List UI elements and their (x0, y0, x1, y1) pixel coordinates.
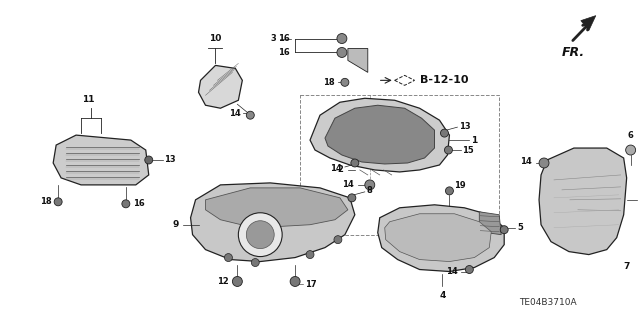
Text: 18: 18 (40, 197, 51, 206)
Text: 9: 9 (172, 220, 179, 229)
Text: TE04B3710A: TE04B3710A (519, 298, 577, 307)
Bar (300, 95, 499, 235)
Circle shape (444, 146, 452, 154)
Text: 5: 5 (517, 223, 523, 232)
Circle shape (337, 33, 347, 43)
Circle shape (290, 277, 300, 286)
Circle shape (334, 236, 342, 244)
Text: 14: 14 (228, 109, 241, 118)
Circle shape (145, 156, 153, 164)
Circle shape (440, 129, 449, 137)
Polygon shape (325, 105, 435, 164)
Text: 19: 19 (454, 182, 466, 190)
Text: FR.: FR. (562, 47, 585, 60)
Circle shape (445, 187, 453, 195)
Circle shape (246, 111, 254, 119)
Circle shape (232, 277, 243, 286)
Text: 16: 16 (278, 34, 290, 43)
Circle shape (306, 251, 314, 259)
Polygon shape (385, 214, 492, 262)
Text: 10: 10 (209, 33, 221, 42)
Text: 14: 14 (330, 165, 342, 174)
Polygon shape (581, 16, 596, 31)
Text: 18: 18 (323, 78, 335, 87)
Text: 4: 4 (439, 292, 445, 300)
Circle shape (465, 265, 474, 273)
Circle shape (500, 226, 508, 234)
Circle shape (365, 180, 375, 190)
Text: 2: 2 (337, 166, 343, 174)
Circle shape (348, 194, 356, 202)
Text: B-12-10: B-12-10 (420, 75, 468, 85)
Polygon shape (479, 212, 501, 235)
Text: 13: 13 (164, 155, 175, 165)
Polygon shape (191, 183, 355, 262)
Circle shape (246, 221, 274, 249)
Text: 6: 6 (628, 131, 634, 140)
Text: 3: 3 (271, 34, 276, 43)
Text: 13: 13 (460, 122, 471, 131)
Circle shape (225, 254, 232, 262)
Circle shape (539, 158, 549, 168)
Circle shape (351, 159, 359, 167)
Polygon shape (205, 188, 348, 227)
Circle shape (252, 259, 259, 267)
Text: 15: 15 (462, 145, 474, 154)
Circle shape (238, 213, 282, 256)
Text: 11: 11 (82, 95, 94, 104)
Polygon shape (198, 65, 243, 108)
Text: 7: 7 (623, 262, 630, 271)
Polygon shape (53, 135, 148, 185)
Text: 1: 1 (471, 136, 477, 145)
Text: 16: 16 (133, 199, 145, 208)
Circle shape (122, 200, 130, 208)
Polygon shape (378, 205, 504, 271)
Text: 14: 14 (342, 180, 354, 189)
Circle shape (626, 145, 636, 155)
Circle shape (54, 198, 62, 206)
Polygon shape (310, 98, 449, 172)
Polygon shape (539, 148, 627, 255)
Text: 14: 14 (445, 267, 458, 276)
Text: 12: 12 (217, 277, 228, 286)
Text: 8: 8 (367, 186, 372, 195)
Text: 16: 16 (278, 48, 290, 57)
Polygon shape (348, 48, 368, 72)
Text: 17: 17 (305, 280, 317, 289)
Circle shape (337, 48, 347, 57)
Text: 14: 14 (520, 158, 532, 167)
Circle shape (341, 78, 349, 86)
